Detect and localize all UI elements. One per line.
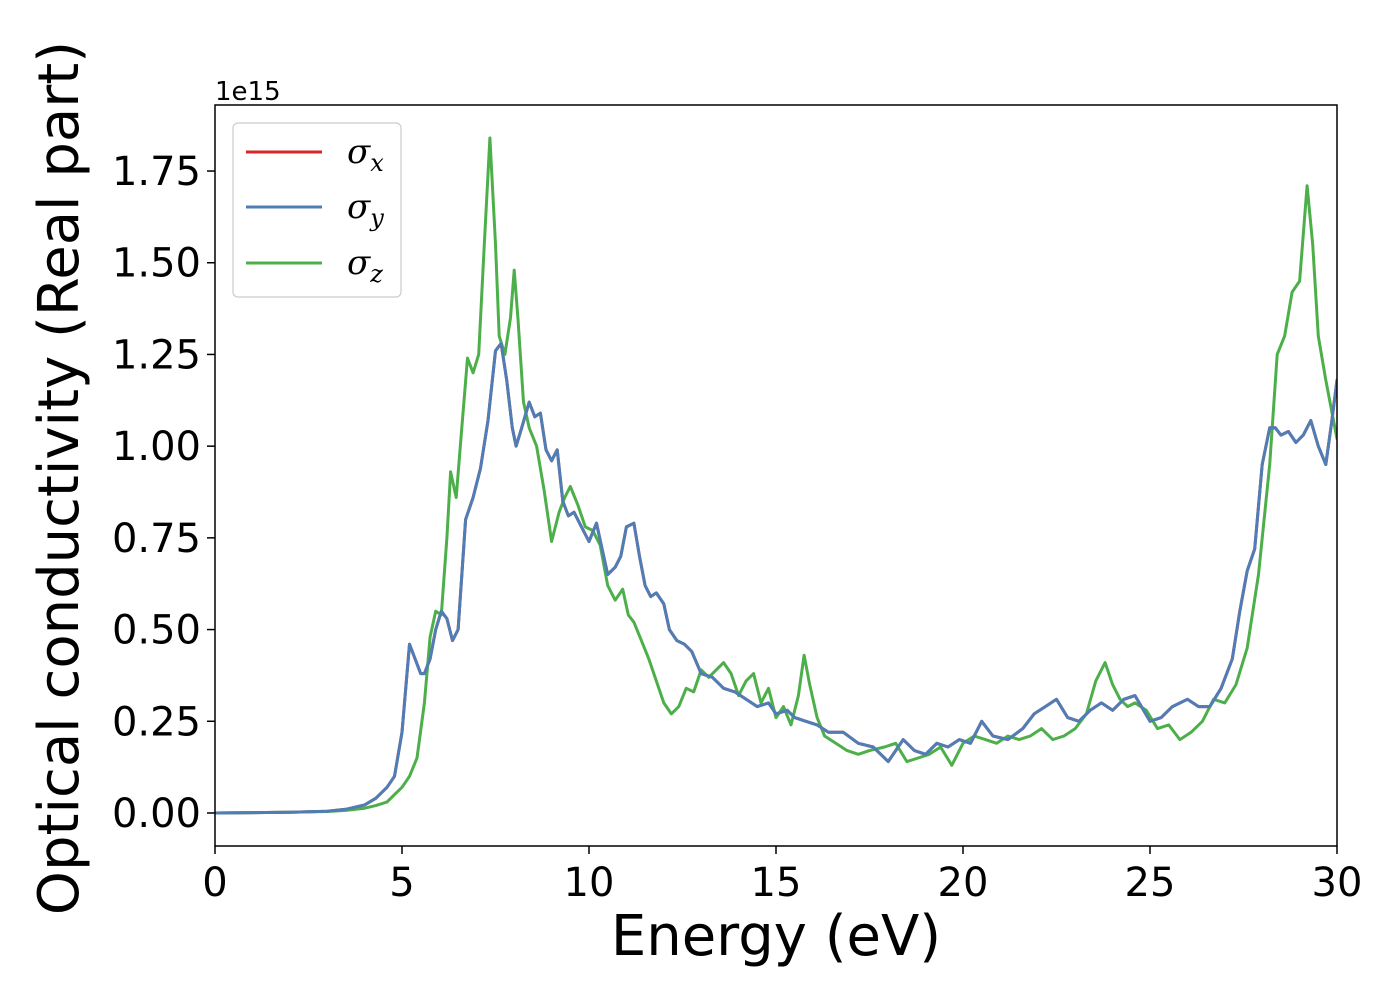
legend-box [232, 122, 402, 298]
x-tick-label: 25 [1125, 860, 1176, 906]
x-tick-label: 10 [564, 860, 615, 906]
y-axis-label: Optical conductivity (Real part) [27, 41, 92, 915]
y-tick-label: 0.50 [112, 608, 201, 654]
y-tick-label: 0.25 [112, 699, 201, 745]
x-tick-label: 5 [389, 860, 414, 906]
x-tick-label: 30 [1312, 860, 1363, 906]
x-axis: 0 5 10 15 20 25 30 [202, 846, 1362, 906]
series-line-y [215, 341, 1337, 815]
series-layer [215, 136, 1337, 815]
y-offset-label: 1e15 [215, 77, 281, 107]
legend-label-x: σx [347, 132, 384, 177]
x-axis-label: Energy (eV) [611, 904, 941, 969]
y-tick-label: 0.00 [112, 791, 201, 837]
y-tick-label: 1.25 [112, 332, 201, 378]
x-tick-label: 20 [938, 860, 989, 906]
legend: σx σy σz [232, 122, 402, 298]
y-tick-label: 1.50 [112, 241, 201, 287]
series-line-x [215, 341, 1337, 815]
y-tick-label: 0.75 [112, 516, 201, 562]
legend-label-z: σz [347, 243, 383, 288]
y-axis: 0.00 0.25 0.50 0.75 1.00 1.25 1.50 1.75 [112, 149, 215, 837]
legend-label-y: σy [347, 187, 384, 232]
y-tick-label: 1.00 [112, 424, 201, 470]
x-tick-label: 15 [751, 860, 802, 906]
x-tick-label: 0 [202, 860, 227, 906]
y-tick-label: 1.75 [112, 149, 201, 195]
